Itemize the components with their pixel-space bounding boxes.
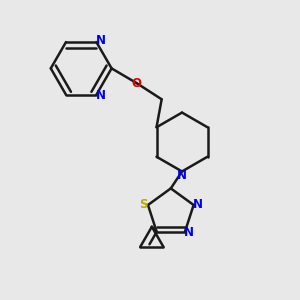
Text: O: O xyxy=(132,76,142,90)
Text: N: N xyxy=(96,34,106,47)
Text: N: N xyxy=(184,226,194,239)
Text: N: N xyxy=(193,198,203,211)
Text: N: N xyxy=(96,89,106,103)
Text: S: S xyxy=(139,198,148,211)
Text: N: N xyxy=(177,169,187,182)
